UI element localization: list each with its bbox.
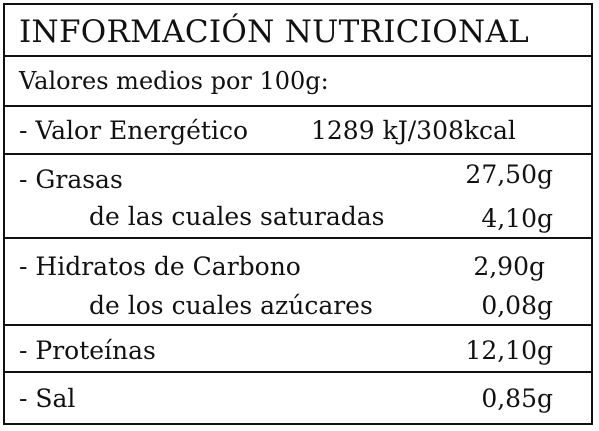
energy-row: - Valor Energético 1289 kJ/308kcal: [5, 107, 591, 155]
sugars-label: de los cuales azúcares: [89, 291, 373, 320]
protein-row: - Proteínas 12,10g: [5, 326, 591, 373]
fat-value: 27,50g: [465, 160, 553, 189]
energy-label: - Valor Energético: [19, 116, 248, 145]
saturated-fat-value: 4,10g: [481, 204, 553, 233]
fat-label: - Grasas: [19, 165, 123, 194]
protein-value: 12,10g: [465, 336, 553, 365]
per-100g-heading: Valores medios por 100g:: [19, 67, 329, 95]
sugars-value: 0,08g: [481, 291, 553, 320]
subtitle-row: Valores medios por 100g:: [5, 57, 591, 107]
protein-label: - Proteínas: [19, 336, 156, 365]
carbohydrate-row: - Hidratos de Carbono 2,90g de los cuale…: [5, 239, 591, 326]
salt-value: 0,85g: [481, 384, 553, 413]
saturated-fat-label: de las cuales saturadas: [89, 202, 385, 231]
energy-value: 1289 kJ/308kcal: [311, 116, 516, 145]
carbohydrate-value: 2,90g: [473, 252, 545, 281]
carbohydrate-label: - Hidratos de Carbono: [19, 252, 301, 281]
label-title: INFORMACIÓN NUTRICIONAL: [19, 14, 530, 50]
salt-row: - Sal 0,85g: [5, 373, 591, 423]
salt-label: - Sal: [19, 384, 76, 413]
title-row: INFORMACIÓN NUTRICIONAL: [5, 5, 591, 57]
fat-row: - Grasas 27,50g de las cuales saturadas …: [5, 155, 591, 239]
nutrition-label: INFORMACIÓN NUTRICIONAL Valores medios p…: [3, 3, 593, 425]
